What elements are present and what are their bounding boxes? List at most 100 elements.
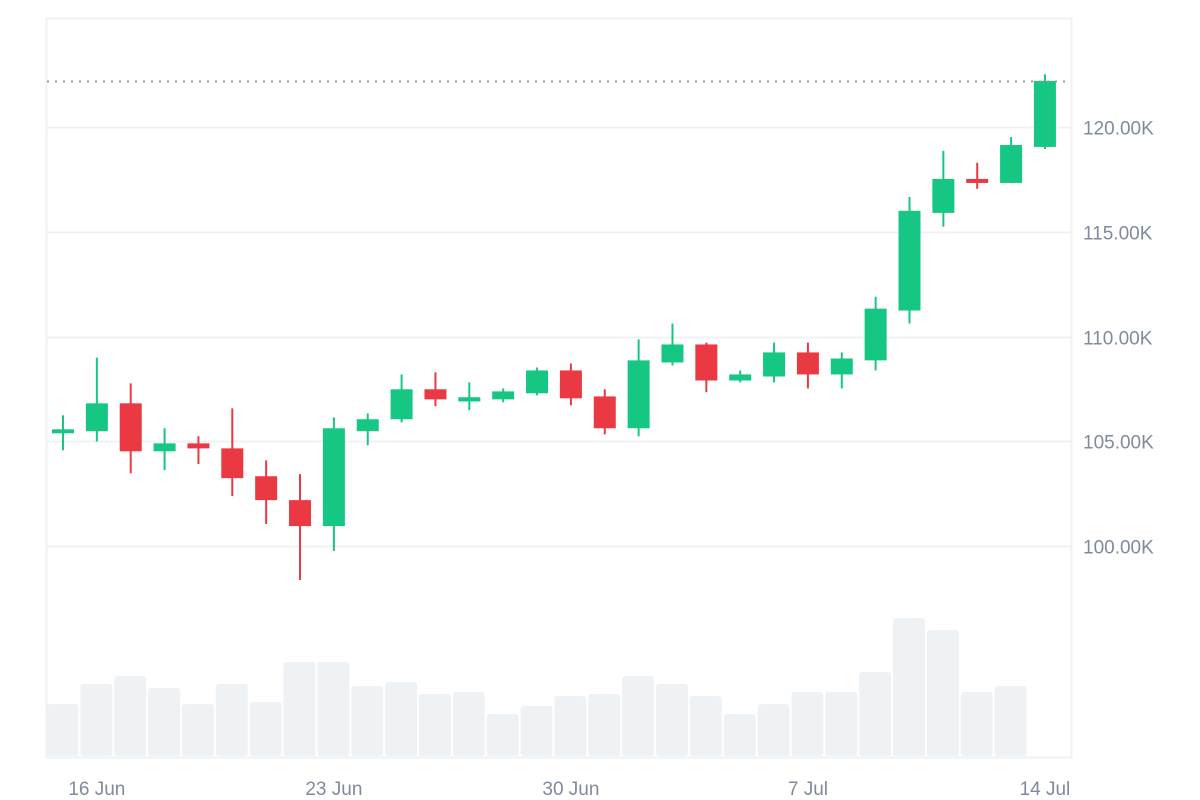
volume-bar <box>926 630 959 756</box>
volume-bar <box>317 662 350 756</box>
candle-body <box>322 428 345 527</box>
candle[interactable] <box>966 162 989 189</box>
volume-bar <box>249 702 282 756</box>
candle-body <box>255 476 278 501</box>
volume-bar <box>181 704 214 756</box>
candle[interactable] <box>729 370 752 383</box>
x-axis-labels: 16 Jun 23 Jun 30 Jun 7 Jul 14 Jul <box>68 779 1070 800</box>
candle[interactable] <box>390 374 413 423</box>
y-axis-labels: 100.00K 105.00K 110.00K 115.00K 120.00K <box>1083 119 1154 559</box>
volume-bar <box>80 684 113 756</box>
candle-body <box>52 429 74 434</box>
candle[interactable] <box>898 196 921 324</box>
candle-body <box>695 344 718 381</box>
candle-body <box>932 178 955 213</box>
candle-body <box>119 403 142 452</box>
candle[interactable] <box>1000 137 1023 183</box>
candle-body <box>390 389 413 420</box>
volume-bar <box>825 692 858 756</box>
candle[interactable] <box>695 342 718 393</box>
candle-body <box>289 500 312 527</box>
candle[interactable] <box>356 413 379 446</box>
candle[interactable] <box>221 408 244 497</box>
volume-bar <box>554 696 587 756</box>
y-tick-label: 110.00K <box>1083 329 1153 350</box>
y-tick-label: 120.00K <box>1083 119 1154 140</box>
candle-body <box>153 443 176 452</box>
candle-body <box>526 370 549 394</box>
volume-bar <box>46 704 79 756</box>
volume-bar <box>655 684 688 756</box>
candle-body <box>627 360 650 429</box>
candle[interactable] <box>661 323 684 366</box>
y-tick-label: 115.00K <box>1083 224 1153 245</box>
candle-body <box>593 396 616 429</box>
candle-body <box>796 352 819 375</box>
candle-body <box>864 308 887 361</box>
candle-body <box>763 352 786 377</box>
candle[interactable] <box>52 415 74 451</box>
candle-body <box>898 210 921 311</box>
candle-body <box>458 397 481 402</box>
x-tick-label: 30 Jun <box>542 779 599 800</box>
volume-bar <box>859 672 892 756</box>
volume-bar <box>351 686 384 756</box>
candle-body <box>559 370 582 399</box>
candle[interactable] <box>1033 74 1056 149</box>
candle[interactable] <box>119 383 142 474</box>
candle-body <box>85 403 108 432</box>
volume-bar <box>622 676 655 756</box>
candle[interactable] <box>559 363 582 406</box>
x-tick-label: 14 Jul <box>1020 779 1071 800</box>
candle-body <box>966 178 989 183</box>
candle[interactable] <box>796 342 819 389</box>
candle[interactable] <box>424 372 447 407</box>
x-tick-label: 16 Jun <box>68 779 125 800</box>
volume-bar <box>418 694 451 756</box>
y-tick-label: 105.00K <box>1083 433 1154 454</box>
volume-bar <box>994 686 1027 756</box>
candle[interactable] <box>187 436 210 465</box>
volume-bar <box>757 704 790 756</box>
volume-bar <box>486 714 519 756</box>
x-tick-label: 7 Jul <box>788 779 828 800</box>
candle-body <box>729 374 752 381</box>
candle[interactable] <box>322 417 345 552</box>
candle-body <box>1033 80 1056 147</box>
candle[interactable] <box>864 296 887 371</box>
candle-body <box>221 448 244 479</box>
volume-bar <box>520 706 553 756</box>
volume-bar <box>452 692 485 756</box>
candle[interactable] <box>627 339 650 437</box>
volume-bar <box>283 662 316 756</box>
volume-bar <box>215 684 248 756</box>
candle[interactable] <box>593 389 616 435</box>
candle[interactable] <box>85 357 108 442</box>
volume-bar <box>723 714 756 756</box>
candle-body <box>187 443 210 449</box>
candle[interactable] <box>932 150 955 227</box>
candle[interactable] <box>255 460 278 525</box>
y-tick-label: 100.00K <box>1083 538 1154 559</box>
volume-bars <box>46 618 1027 756</box>
volume-bar <box>148 688 181 756</box>
volume-bar <box>588 694 621 756</box>
candle[interactable] <box>458 382 481 411</box>
candle-body <box>424 389 447 400</box>
candle-body <box>830 358 853 375</box>
candle[interactable] <box>289 474 312 580</box>
candle-body <box>1000 145 1023 183</box>
volume-bar <box>960 692 993 756</box>
candle-body <box>356 419 379 432</box>
candle[interactable] <box>492 388 515 403</box>
candle[interactable] <box>830 352 853 389</box>
volume-bar <box>791 692 824 756</box>
x-tick-label: 23 Jun <box>305 779 362 800</box>
volume-bar <box>385 682 418 756</box>
candle[interactable] <box>153 428 176 471</box>
volume-bar <box>893 618 925 756</box>
candles[interactable] <box>52 74 1056 580</box>
candle[interactable] <box>526 367 549 396</box>
candle[interactable] <box>763 342 786 383</box>
